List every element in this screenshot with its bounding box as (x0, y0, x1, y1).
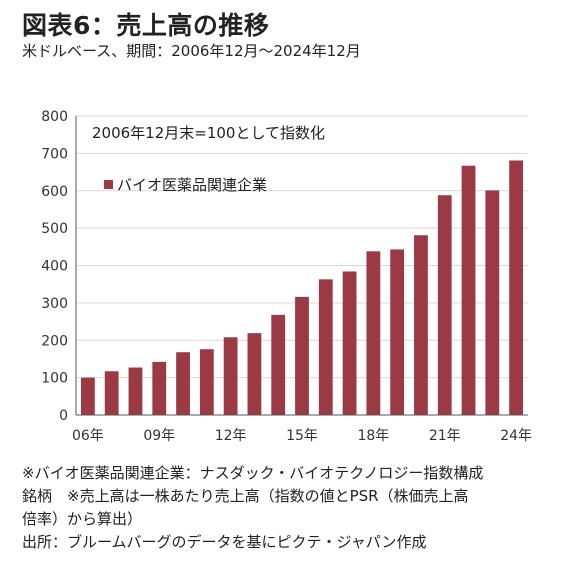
legend-label: バイオ医薬品関連企業 (117, 176, 267, 194)
footnotes: ※バイオ医薬品関連企業：ナスダック・バイオテクノロジー指数構成 銘柄 ※売上高は… (22, 462, 552, 554)
bar (318, 279, 333, 415)
footnote-line: ※バイオ医薬品関連企業：ナスダック・バイオテクノロジー指数構成 (22, 464, 484, 482)
legend-swatch (104, 180, 113, 189)
x-tick-label: 21年 (429, 428, 461, 444)
bar (176, 352, 190, 415)
y-tick-label: 0 (59, 408, 68, 424)
x-tick-label: 06年 (72, 428, 104, 444)
bars (80, 160, 524, 415)
bar (461, 165, 476, 415)
y-tick-label: 300 (41, 296, 68, 312)
chart-subtitle: 米ドルベース、期間：2006年12月～2024年12月 (22, 42, 361, 60)
bar (271, 314, 286, 415)
bar (199, 349, 214, 415)
bar (366, 251, 381, 415)
bar (128, 367, 143, 415)
x-axis-tick-labels: 06年 09年 12年 15年 18年 21年 24年 (72, 428, 532, 444)
chart-title: 図表6：売上高の推移 (22, 11, 270, 40)
bar (437, 195, 452, 415)
bar (223, 337, 238, 415)
chart-annotation: 2006年12月末=100として指数化 (92, 124, 325, 142)
footnote-line: 銘柄 ※売上高は一株あたり売上高（指数の値とPSR（株価売上高 (22, 487, 469, 505)
y-tick-label: 600 (41, 184, 68, 200)
bar (342, 271, 357, 415)
x-tick-label: 12年 (215, 428, 247, 444)
bar (295, 296, 309, 415)
bar (414, 235, 428, 415)
bar-chart: 0 100 200 300 400 500 600 700 800 06年 09年 12年 15年 18… (41, 109, 532, 444)
y-tick-label: 500 (41, 221, 68, 237)
y-tick-label: 700 (41, 146, 68, 162)
bar (390, 249, 405, 415)
x-tick-label: 24年 (500, 428, 532, 444)
footnote-line: 出所：ブルームバーグのデータを基にピクテ・ジャパン作成 (22, 533, 427, 551)
x-tick-label: 15年 (286, 428, 318, 444)
bar (104, 371, 119, 415)
x-tick-label: 18年 (357, 428, 389, 444)
bar (247, 333, 262, 415)
bar (509, 160, 524, 415)
y-tick-label: 400 (41, 259, 68, 275)
bar (152, 361, 167, 415)
y-axis-tick-labels: 0 100 200 300 400 500 600 700 800 (41, 109, 68, 424)
y-tick-label: 100 (41, 371, 68, 387)
bar (80, 377, 95, 415)
footnote-line: 倍率）から算出） (22, 510, 143, 528)
y-tick-label: 800 (41, 109, 68, 125)
y-tick-label: 200 (41, 333, 68, 349)
bar (485, 190, 500, 415)
x-tick-label: 09年 (143, 428, 175, 444)
